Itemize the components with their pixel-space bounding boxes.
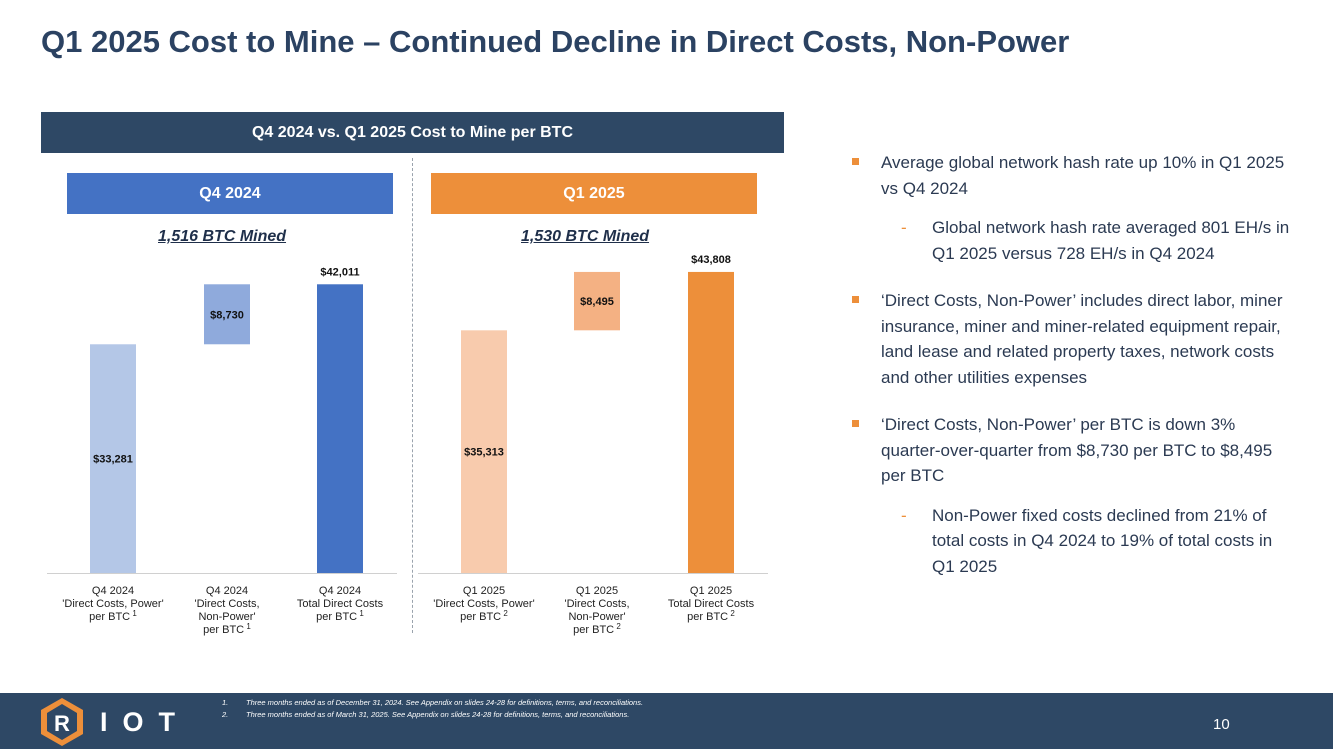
- dash-icon: -: [901, 218, 907, 237]
- q1-footnote-mark: 2: [614, 622, 621, 631]
- riot-logo: R IOT: [40, 697, 190, 747]
- q1-panel-header: Q1 2025: [431, 173, 757, 214]
- bullet-text: Average global network hash rate up 10% …: [881, 153, 1285, 198]
- q1-category-label: Total Direct Costs: [668, 598, 755, 610]
- q4-category-label: 'Direct Costs, Power': [62, 598, 163, 610]
- footnote-1-number: 1.: [222, 698, 229, 707]
- q4-btc-mined: 1,516 BTC Mined: [158, 228, 287, 245]
- q1-total-bar-label: $43,808: [691, 254, 731, 266]
- q4-category-label: per BTC 1: [316, 609, 364, 623]
- bullet-text: ‘Direct Costs, Non-Power’ per BTC is dow…: [881, 415, 1273, 485]
- chart-banner: Q4 2024 vs. Q1 2025 Cost to Mine per BTC: [41, 112, 784, 153]
- dash-icon: -: [901, 505, 907, 525]
- q4-category-label: per BTC 1: [89, 609, 137, 623]
- q1-category-label: Q1 2025: [690, 585, 732, 597]
- q4-category-label: Q4 2024: [319, 585, 361, 597]
- q4-total-bar-label: $42,011: [320, 266, 359, 278]
- sub-bullet-item: - Global network hash rate averaged 801 E…: [852, 215, 1292, 266]
- q1-category-label: per BTC 2: [687, 609, 735, 623]
- q1-non-power-bar-label: $8,495: [580, 296, 614, 308]
- bullet-square-icon: [852, 420, 859, 427]
- q1-power-bar-label: $35,313: [464, 447, 504, 459]
- q1-category-label: per BTC 2: [460, 609, 508, 623]
- q4-category-label: 'Direct Costs,: [194, 598, 259, 610]
- bullet-square-icon: [852, 158, 859, 165]
- q4-category-label: Q4 2024: [92, 585, 134, 597]
- q1-category-label: per BTC 2: [573, 622, 621, 636]
- footnote-1: 1. Three months ended as of December 31, …: [222, 698, 643, 707]
- q4-panel-header: Q4 2024: [67, 173, 393, 214]
- q1-btc-mined: 1,530 BTC Mined: [521, 228, 650, 245]
- footnote-2: 2. Three months ended as of March 31, 202…: [222, 710, 629, 719]
- footnote-2-text: Three months ended as of March 31, 2025.…: [246, 710, 630, 719]
- q4-power-bar: [90, 344, 136, 573]
- q4-footnote-mark: 1: [357, 609, 364, 618]
- q1-non-power-bar: [574, 271, 620, 331]
- bullet-list: Average global network hash rate up 10% …: [852, 150, 1292, 601]
- q4-total-bar: [317, 284, 363, 573]
- logo-text: IOT: [100, 706, 190, 737]
- q4-power-bar-label: $33,281: [93, 454, 133, 466]
- bullet-square-icon: [852, 296, 859, 303]
- q4-non-power-bar: [204, 284, 250, 345]
- q1-category-label: 'Direct Costs,: [564, 598, 629, 610]
- q1-footnote-mark: 2: [728, 609, 735, 618]
- q1-category-label: Q1 2025: [576, 585, 618, 597]
- bullet-item: ‘Direct Costs, Non-Power’ per BTC is dow…: [852, 412, 1292, 489]
- footnote-1-text: Three months ended as of December 31, 20…: [246, 698, 644, 707]
- q1-category-label: Q1 2025: [463, 585, 505, 597]
- q4-category-label: Total Direct Costs: [297, 598, 384, 610]
- q4-category-label: per BTC 1: [203, 622, 251, 636]
- q4-non-power-bar-label: $8,730: [210, 309, 244, 321]
- q4-category-label: Q4 2024: [206, 585, 248, 597]
- panel-divider: [412, 158, 413, 633]
- sub-bullet-item: - Non-Power fixed costs declined from 21%…: [852, 503, 1292, 580]
- q1-footnote-mark: 2: [501, 609, 508, 618]
- page-title: Q1 2025 Cost to Mine – Continued Decline…: [41, 24, 1070, 59]
- q1-power-bar: [461, 330, 507, 573]
- q1-category-label: Non-Power': [568, 611, 625, 623]
- q1-total-bar: [688, 271, 734, 573]
- riot-logo-icon: R: [41, 698, 83, 746]
- q4-footnote-mark: 1: [130, 609, 137, 618]
- q1-category-label: 'Direct Costs, Power': [433, 598, 534, 610]
- sub-bullet-text: Global network hash rate averaged 801 EH…: [932, 218, 1290, 263]
- footnote-2-number: 2.: [222, 710, 229, 719]
- bullet-text: ‘Direct Costs, Non-Power’ includes direc…: [881, 291, 1283, 387]
- q4-category-label: Non-Power': [198, 611, 255, 623]
- bullet-item: Average global network hash rate up 10% …: [852, 150, 1292, 201]
- page-number: 10: [1213, 716, 1230, 733]
- q4-footnote-mark: 1: [244, 622, 251, 631]
- footer-bar: [0, 693, 1333, 749]
- logo-letter: R: [54, 711, 70, 736]
- bullet-item: ‘Direct Costs, Non-Power’ includes direc…: [852, 288, 1292, 390]
- sub-bullet-text: Non-Power fixed costs declined from 21% …: [932, 505, 1273, 576]
